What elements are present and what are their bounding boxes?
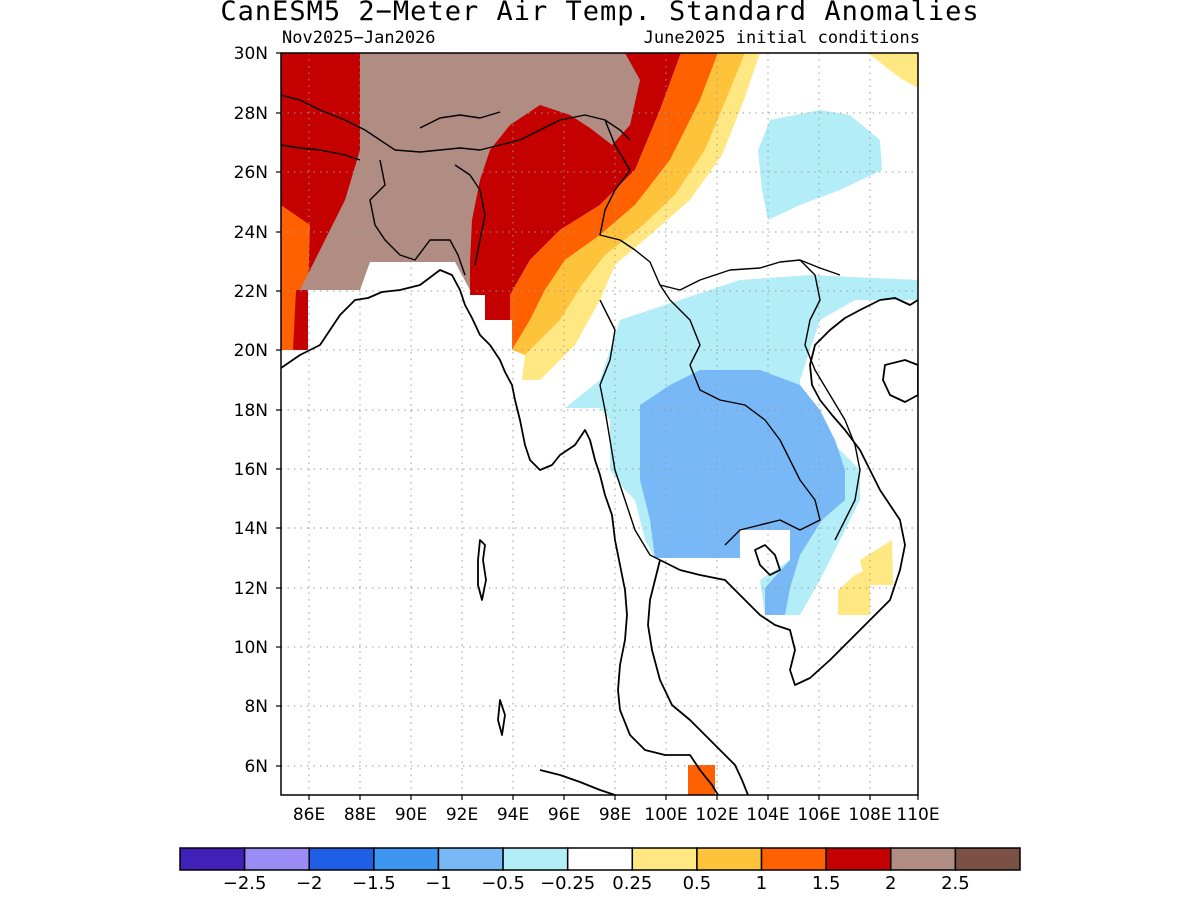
colorbar-label: 0.5: [683, 873, 712, 894]
lon-label: 86E: [293, 805, 325, 825]
colorbar: −2.5 −2 −1.5 −1 −0.5 −0.25 0.25 0.5 1 1.5 2 2.5: [179, 847, 1021, 894]
colorbar-label: −2: [296, 873, 323, 894]
colorbar-swatch: [825, 847, 892, 871]
grid-lines: [281, 53, 918, 795]
colorbar-swatch: [373, 847, 440, 871]
colorbar-swatch: [890, 847, 957, 871]
lon-label: 94E: [497, 805, 529, 825]
lat-label: 10N: [234, 638, 268, 658]
colorbar-swatch: [502, 847, 569, 871]
colorbar-label: −0.25: [540, 873, 595, 894]
colorbar-label: −1.5: [352, 873, 396, 894]
lon-label: 110E: [896, 805, 939, 825]
colorbar-swatch: [566, 847, 634, 871]
map-title: CanESM5 2−Meter Air Temp. Standard Anoma…: [220, 0, 980, 27]
colorbar-swatch: [696, 847, 763, 871]
map-frame: [280, 52, 919, 796]
lon-label: 90E: [395, 805, 427, 825]
lat-label: 30N: [234, 44, 268, 64]
lat-label: 26N: [234, 163, 268, 183]
colorbar-label: 2: [885, 873, 896, 894]
colorbar-label: 1: [756, 873, 767, 894]
coastlines: [281, 269, 918, 795]
lat-label: 8N: [244, 697, 268, 717]
latitude-labels: 30N 28N 26N 24N 22N 20N 18N 16N 14N 12N …: [234, 44, 268, 777]
axis-ticks: [276, 52, 919, 800]
lon-label: 108E: [848, 805, 891, 825]
lat-label: 22N: [234, 282, 268, 302]
country-borders: [281, 94, 861, 561]
colorbar-label: −2.5: [223, 873, 267, 894]
lon-label: 104E: [746, 805, 789, 825]
lat-label: 12N: [234, 579, 268, 599]
lon-label: 96E: [548, 805, 580, 825]
colorbar-swatch: [308, 847, 375, 871]
lon-label: 88E: [344, 805, 376, 825]
colorbar-label: 2.5: [941, 873, 970, 894]
lon-label: 92E: [446, 805, 478, 825]
lon-label: 106E: [797, 805, 840, 825]
colorbar-label: −1: [425, 873, 452, 894]
colorbar-swatch: [437, 847, 504, 871]
colorbar-swatch: [760, 847, 827, 871]
lon-label: 102E: [695, 805, 738, 825]
anomaly-shading: [281, 53, 918, 795]
forecast-period: Nov2025−Jan2026: [282, 28, 436, 48]
lon-label: 100E: [644, 805, 687, 825]
colorbar-swatch: [179, 847, 246, 871]
lat-label: 18N: [234, 401, 268, 421]
longitude-labels: 86E 88E 90E 92E 94E 96E 98E 100E 102E 10…: [293, 805, 940, 825]
colorbar-label: −0.5: [481, 873, 525, 894]
lat-label: 20N: [234, 341, 268, 361]
lat-label: 6N: [244, 757, 268, 777]
colorbar-label: 0.25: [612, 873, 652, 894]
lon-label: 98E: [599, 805, 631, 825]
colorbar-label: 1.5: [812, 873, 841, 894]
colorbar-swatch: [631, 847, 698, 871]
lat-label: 24N: [234, 223, 268, 243]
lat-label: 16N: [234, 460, 268, 480]
colorbar-swatch: [243, 847, 310, 871]
initial-conditions: June2025 initial conditions: [643, 28, 920, 48]
lat-label: 14N: [234, 519, 268, 539]
lat-label: 28N: [234, 104, 268, 124]
colorbar-swatch: [954, 847, 1021, 871]
